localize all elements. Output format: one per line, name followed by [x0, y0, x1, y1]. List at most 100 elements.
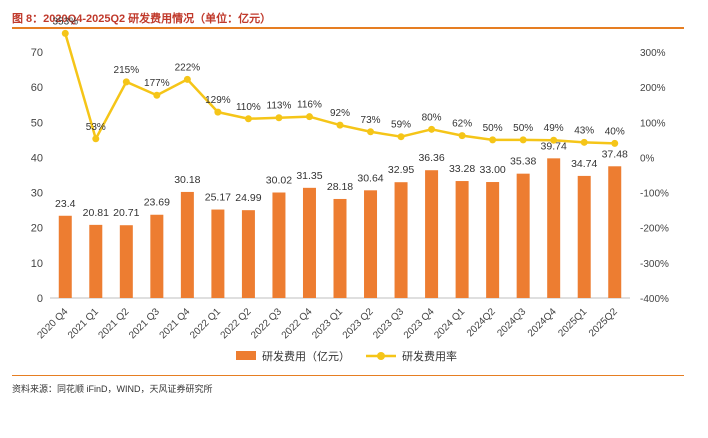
line-value-label: 113% [267, 101, 292, 112]
left-tick-label: 50 [31, 117, 43, 129]
line-value-label: 110% [236, 102, 261, 113]
line-point [122, 78, 130, 86]
bar-value-label: 34.74 [571, 158, 597, 170]
bar [425, 170, 439, 298]
x-tick-label: 2023 Q3 [371, 306, 406, 341]
right-tick-label: -200% [640, 224, 669, 235]
bar-value-label: 30.64 [357, 172, 383, 184]
bottom-divider [12, 375, 684, 376]
legend-bar-swatch [236, 351, 256, 360]
line-point [397, 133, 405, 141]
line-point [244, 115, 252, 123]
bar [577, 175, 591, 298]
left-tick-label: 30 [31, 188, 43, 200]
bar [150, 214, 164, 298]
rd-expense-chart: 0 10 20 30 40 50 60 70 -400% -300% -200% -100% 0% 10… [31, 16, 669, 363]
bar-value-label: 33.00 [479, 164, 505, 176]
legend: 研发费用（亿元） 研发费用率 [236, 349, 457, 363]
right-tick-label: 100% [640, 118, 666, 129]
line-value-label: 215% [114, 65, 140, 76]
bar-value-label: 30.18 [174, 174, 200, 186]
left-tick-label: 60 [31, 82, 43, 94]
bar-value-label: 37.48 [602, 148, 628, 160]
line-value-label: 40% [605, 126, 625, 137]
line-point [367, 128, 375, 136]
bar [455, 181, 469, 298]
bar-value-label: 39.74 [541, 140, 567, 152]
bar-value-labels: 23.4 20.81 20.71 23.69 30.18 25.17 24.99 30.02 3… [55, 140, 628, 219]
left-axis: 0 10 20 30 40 50 60 70 [31, 47, 43, 305]
x-tick-label: 2021 Q2 [97, 306, 132, 341]
legend-line-label: 研发费用率 [402, 349, 457, 363]
line-value-label: 59% [391, 120, 411, 131]
x-tick-label: 2022 Q3 [249, 306, 284, 341]
left-tick-label: 70 [31, 47, 43, 59]
line-value-label: 177% [144, 78, 170, 89]
x-tick-label: 2024Q2 [465, 306, 498, 339]
line-point [275, 114, 283, 122]
left-tick-label: 40 [31, 152, 43, 164]
bar-value-label: 20.71 [113, 207, 139, 219]
line-point [428, 125, 436, 133]
bar-value-label: 23.69 [144, 197, 170, 209]
bar-value-label: 20.81 [83, 207, 109, 219]
line-point [61, 29, 69, 37]
line-point [580, 138, 588, 146]
line-value-label: 116% [297, 100, 322, 111]
right-axis: -400% -300% -200% -100% 0% 100% 200% 300% [640, 48, 669, 305]
bar [180, 191, 194, 298]
line-point [183, 75, 191, 83]
bar-value-label: 35.38 [510, 156, 536, 168]
bar [394, 182, 408, 298]
right-tick-label: -400% [640, 294, 669, 305]
source-note: 资料来源：同花顺 iFinD，WIND，天风证券研究所 [12, 384, 213, 394]
x-tick-label: 2025Q2 [587, 306, 620, 339]
bar-value-label: 28.18 [327, 181, 353, 193]
bar [89, 224, 103, 298]
line-value-label: 92% [330, 108, 350, 119]
line-value-label: 80% [422, 112, 442, 123]
line-point [305, 113, 313, 121]
right-tick-label: 200% [640, 83, 666, 94]
bar [516, 173, 530, 298]
line-point [550, 136, 558, 144]
figure-title: 图 8：2020Q4-2025Q2 研发费用情况（单位：亿元） [12, 13, 272, 25]
bar-value-label: 23.4 [55, 198, 76, 210]
line-value-label: 222% [175, 62, 201, 73]
x-tick-label: 2025Q1 [556, 306, 589, 339]
bar [119, 225, 133, 298]
x-tick-label: 2024Q3 [495, 306, 528, 339]
line-point [611, 139, 619, 147]
legend-line-marker [377, 352, 385, 360]
line-point [458, 132, 466, 140]
x-tick-label: 2021 Q1 [66, 306, 101, 341]
x-tick-label: 2020 Q4 [35, 306, 70, 341]
bar-series [58, 158, 622, 298]
x-tick-label: 2023 Q4 [402, 306, 437, 341]
line-value-label: 50% [483, 123, 503, 134]
line-point [214, 108, 222, 116]
x-tick-label: 2021 Q3 [127, 306, 162, 341]
bar [333, 198, 347, 298]
line-value-label: 353% [52, 16, 78, 27]
bar [486, 182, 500, 298]
line-point [519, 136, 527, 144]
right-tick-label: -300% [640, 259, 669, 270]
bar [241, 210, 255, 298]
bar-value-label: 24.99 [235, 192, 261, 204]
bar [211, 209, 225, 298]
bar-value-label: 30.02 [266, 175, 292, 187]
x-tick-label: 2023 Q1 [310, 306, 345, 341]
bar-value-label: 25.17 [205, 192, 231, 204]
line-point [336, 121, 344, 129]
x-tick-label: 2022 Q4 [280, 306, 315, 341]
x-tick-label: 2021 Q4 [158, 306, 193, 341]
x-tick-label: 2024 Q1 [432, 306, 467, 341]
line-value-label: 43% [574, 125, 594, 136]
line-point [489, 136, 497, 144]
line-value-label: 62% [452, 119, 472, 130]
line-value-label: 73% [361, 115, 381, 126]
title-divider [12, 27, 684, 29]
line-value-labels: 353% 53% 215% 177% 222% 129% 110% 113% 116% 92% 73… [52, 16, 624, 137]
